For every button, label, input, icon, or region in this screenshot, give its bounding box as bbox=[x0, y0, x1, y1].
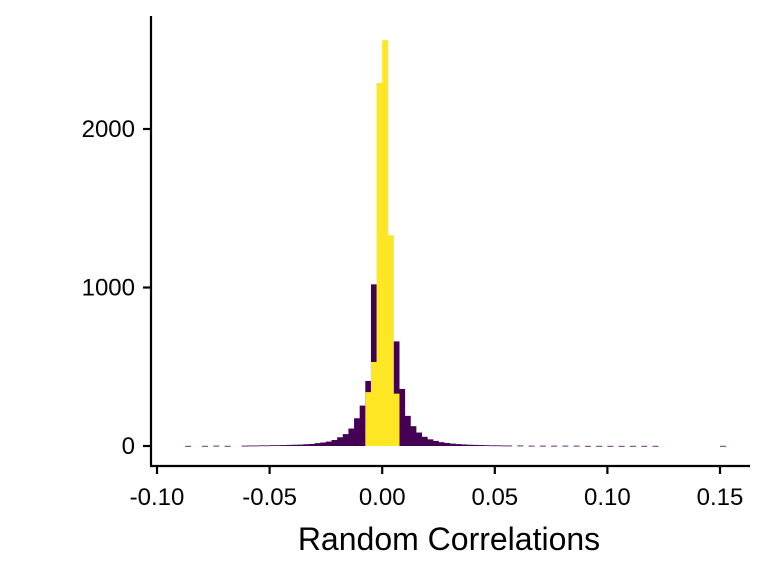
histogram-bar bbox=[461, 444, 468, 446]
histogram-bar bbox=[489, 445, 496, 447]
histogram-bar bbox=[432, 440, 439, 446]
histogram-bar bbox=[280, 445, 287, 446]
histogram-bar bbox=[641, 445, 648, 447]
histogram-bar bbox=[584, 445, 591, 447]
histogram-bar bbox=[252, 445, 259, 447]
histogram-bar bbox=[466, 444, 473, 446]
histogram-bar bbox=[297, 444, 304, 446]
histogram-bar bbox=[629, 445, 636, 447]
histogram-bar bbox=[596, 445, 603, 447]
histogram-bar bbox=[410, 426, 417, 446]
histogram-bar bbox=[444, 442, 451, 446]
x-tick-label: 0.15 bbox=[697, 484, 744, 511]
histogram-bar bbox=[618, 445, 625, 447]
histogram-bar bbox=[393, 393, 400, 446]
histogram-bar bbox=[286, 444, 293, 446]
y-tick-label: 2000 bbox=[82, 116, 135, 143]
histogram-bar bbox=[292, 444, 299, 446]
histogram-bar bbox=[258, 445, 265, 447]
histogram-bar bbox=[483, 445, 490, 447]
histogram-bar bbox=[348, 428, 355, 446]
histogram-bar bbox=[438, 442, 445, 446]
histogram-bar bbox=[224, 445, 231, 447]
x-axis-ticks: -0.10 -0.05 0.00 0.05 0.10 0.15 bbox=[130, 466, 744, 511]
histogram-bar bbox=[652, 445, 659, 447]
x-axis-title: Random Correlations bbox=[298, 521, 600, 557]
histogram-bar bbox=[562, 445, 569, 447]
histogram-bar bbox=[342, 434, 349, 446]
histogram-bar bbox=[331, 439, 338, 446]
histogram-bar bbox=[415, 432, 423, 446]
x-tick-label: -0.05 bbox=[242, 484, 297, 511]
histogram-bar bbox=[309, 443, 316, 446]
histogram-bar bbox=[449, 443, 456, 446]
histogram-bar bbox=[247, 445, 254, 447]
histogram-bar bbox=[528, 445, 535, 447]
histogram-bar bbox=[325, 441, 332, 446]
histogram-bar bbox=[506, 445, 513, 447]
x-tick-label: 0.10 bbox=[584, 484, 631, 511]
histogram-bar bbox=[370, 362, 377, 446]
histogram-bar bbox=[455, 444, 462, 446]
x-tick-label: 0.00 bbox=[359, 484, 406, 511]
histogram-bar bbox=[185, 445, 192, 447]
histogram-bar bbox=[404, 415, 411, 446]
histogram-bar bbox=[320, 442, 327, 446]
histogram-bar bbox=[376, 83, 383, 446]
histogram-bar bbox=[213, 445, 220, 447]
histogram-bar bbox=[517, 445, 524, 447]
x-tick-label: -0.10 bbox=[130, 484, 185, 511]
histogram-bar bbox=[354, 418, 361, 446]
histogram-bar bbox=[263, 445, 270, 447]
x-tick-label: 0.05 bbox=[471, 484, 518, 511]
histogram-bar bbox=[427, 439, 434, 446]
histogram-bar bbox=[269, 445, 276, 447]
histogram-bar bbox=[720, 445, 727, 447]
histogram-bar bbox=[477, 445, 484, 446]
histogram-bar bbox=[539, 445, 546, 447]
histogram-bar bbox=[241, 445, 248, 447]
histogram-bar bbox=[365, 392, 372, 446]
y-tick-label: 0 bbox=[122, 433, 135, 460]
histogram-bars bbox=[185, 40, 727, 447]
histogram-bar bbox=[387, 235, 394, 446]
histogram-bar bbox=[359, 405, 366, 446]
histogram-bar bbox=[494, 445, 501, 447]
histogram-bar bbox=[275, 445, 282, 447]
histogram-bar bbox=[337, 437, 344, 446]
y-tick-label: 1000 bbox=[82, 275, 135, 302]
histogram-bar bbox=[399, 388, 406, 446]
histogram-bar bbox=[202, 445, 209, 447]
histogram-bar bbox=[314, 443, 321, 446]
histogram-bar bbox=[472, 444, 479, 446]
histogram-bar bbox=[551, 445, 558, 447]
histogram-bar bbox=[303, 444, 310, 446]
histogram-bar bbox=[421, 436, 428, 446]
y-axis-ticks: 0 1000 2000 bbox=[82, 116, 151, 460]
histogram-bar bbox=[573, 445, 580, 447]
histogram-bar bbox=[500, 445, 507, 447]
histogram-bar bbox=[382, 40, 389, 447]
histogram-bar bbox=[607, 445, 614, 447]
